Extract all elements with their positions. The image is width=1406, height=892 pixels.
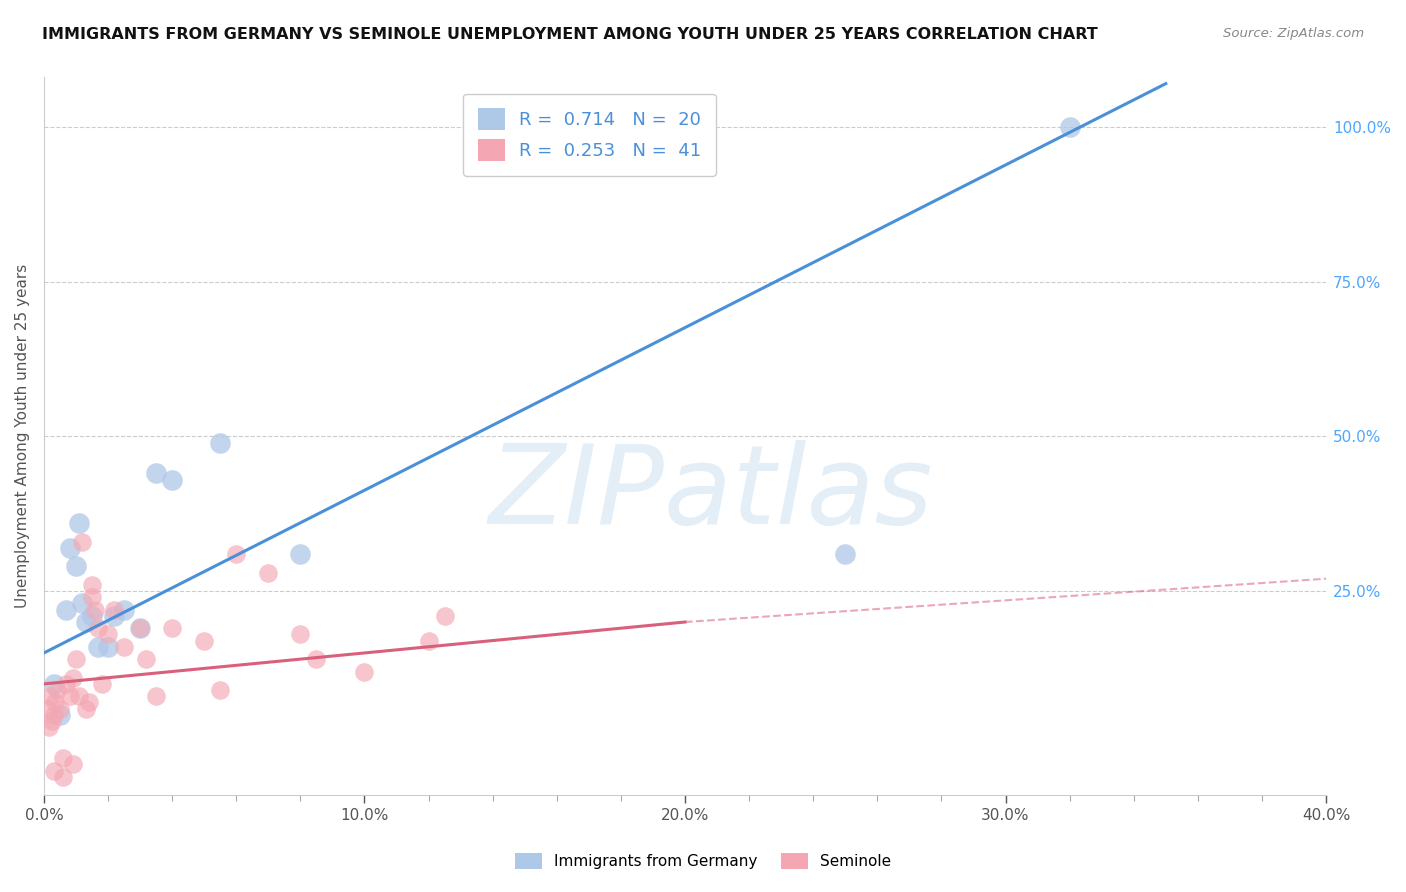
Point — [41, 714, 63, 728]
Y-axis label: Unemployment Among Youth under 25 years: Unemployment Among Youth under 25 years — [15, 264, 30, 608]
Point — [225, 547, 247, 561]
Point — [112, 640, 135, 654]
Point — [52, 751, 75, 765]
Point — [209, 435, 232, 450]
Point — [257, 566, 280, 580]
Point — [52, 770, 75, 784]
Point — [90, 677, 112, 691]
Point — [44, 696, 66, 710]
Point — [834, 547, 856, 561]
Point — [129, 621, 152, 635]
Point — [353, 665, 375, 679]
Point — [209, 683, 232, 698]
Point — [65, 652, 87, 666]
Point — [1059, 120, 1081, 134]
Text: ZIPatlas: ZIPatlas — [488, 441, 932, 548]
Point — [103, 602, 125, 616]
Point — [84, 602, 107, 616]
Text: Source: ZipAtlas.com: Source: ZipAtlas.com — [1223, 27, 1364, 40]
Legend: Immigrants from Germany, Seminole: Immigrants from Germany, Seminole — [509, 847, 897, 875]
Legend: R =  0.714   N =  20, R =  0.253   N =  41: R = 0.714 N = 20, R = 0.253 N = 41 — [463, 94, 716, 176]
Point — [87, 621, 110, 635]
Point — [42, 707, 65, 722]
Point — [112, 602, 135, 616]
Point — [72, 534, 94, 549]
Point — [145, 467, 167, 481]
Point — [62, 757, 84, 772]
Point — [193, 633, 215, 648]
Point — [72, 597, 94, 611]
Point — [42, 677, 65, 691]
Point — [75, 701, 97, 715]
Point — [42, 764, 65, 778]
Point — [58, 690, 80, 704]
Point — [97, 640, 120, 654]
Point — [290, 627, 312, 641]
Point — [103, 608, 125, 623]
Point — [80, 578, 103, 592]
Text: IMMIGRANTS FROM GERMANY VS SEMINOLE UNEMPLOYMENT AMONG YOUTH UNDER 25 YEARS CORR: IMMIGRANTS FROM GERMANY VS SEMINOLE UNEM… — [42, 27, 1098, 42]
Point — [67, 690, 90, 704]
Point — [290, 547, 312, 561]
Point — [65, 559, 87, 574]
Point — [39, 690, 62, 704]
Point — [45, 683, 67, 698]
Point — [87, 640, 110, 654]
Point — [38, 720, 60, 734]
Point — [80, 608, 103, 623]
Point — [77, 696, 100, 710]
Point — [305, 652, 328, 666]
Point — [135, 652, 157, 666]
Point — [58, 541, 80, 555]
Point — [55, 677, 77, 691]
Point — [62, 671, 84, 685]
Point — [433, 608, 456, 623]
Point — [49, 707, 72, 722]
Point — [75, 615, 97, 629]
Point — [418, 633, 440, 648]
Point — [160, 473, 183, 487]
Point — [55, 602, 77, 616]
Point — [35, 701, 58, 715]
Point — [67, 516, 90, 530]
Point — [145, 690, 167, 704]
Point — [97, 627, 120, 641]
Point — [49, 701, 72, 715]
Point — [160, 621, 183, 635]
Point — [129, 621, 152, 635]
Point — [80, 591, 103, 605]
